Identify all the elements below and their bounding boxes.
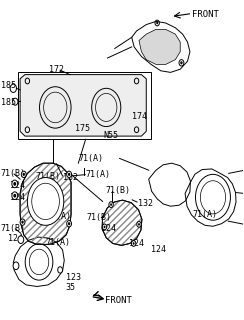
Polygon shape bbox=[20, 163, 71, 244]
Polygon shape bbox=[20, 75, 146, 136]
Circle shape bbox=[13, 194, 16, 197]
Text: 71(B): 71(B) bbox=[36, 172, 61, 181]
Circle shape bbox=[13, 182, 16, 186]
Text: 174: 174 bbox=[132, 112, 147, 121]
Circle shape bbox=[195, 174, 230, 220]
Circle shape bbox=[180, 61, 183, 64]
Polygon shape bbox=[139, 29, 180, 64]
Circle shape bbox=[13, 262, 19, 270]
Text: 185: 185 bbox=[1, 81, 16, 90]
Text: FRONT: FRONT bbox=[192, 10, 219, 19]
Circle shape bbox=[21, 171, 26, 178]
Text: 132: 132 bbox=[62, 173, 78, 182]
Polygon shape bbox=[102, 200, 142, 245]
Polygon shape bbox=[132, 21, 190, 72]
Circle shape bbox=[103, 226, 105, 228]
Circle shape bbox=[138, 223, 140, 226]
Circle shape bbox=[58, 267, 62, 273]
Circle shape bbox=[12, 180, 18, 188]
Text: 124: 124 bbox=[10, 193, 25, 202]
Text: 132: 132 bbox=[138, 198, 153, 207]
Text: 175: 175 bbox=[75, 124, 90, 133]
Circle shape bbox=[22, 173, 25, 176]
Text: N55: N55 bbox=[104, 131, 119, 140]
Text: 172: 172 bbox=[49, 65, 64, 74]
Text: 71(A): 71(A) bbox=[192, 210, 217, 219]
Circle shape bbox=[18, 236, 24, 244]
Text: 71(B): 71(B) bbox=[1, 169, 26, 178]
Text: 124: 124 bbox=[8, 234, 23, 243]
Circle shape bbox=[156, 22, 158, 24]
Circle shape bbox=[68, 173, 70, 176]
Circle shape bbox=[67, 220, 71, 227]
Text: 185: 185 bbox=[1, 98, 16, 107]
Circle shape bbox=[137, 221, 141, 227]
Circle shape bbox=[68, 222, 70, 225]
Circle shape bbox=[109, 202, 113, 207]
Text: 71(B): 71(B) bbox=[87, 213, 112, 222]
Text: 124: 124 bbox=[129, 239, 144, 248]
Text: 124: 124 bbox=[151, 245, 166, 254]
Text: 71(A): 71(A) bbox=[46, 212, 71, 221]
Text: 144: 144 bbox=[41, 199, 56, 208]
Text: 71(A): 71(A) bbox=[46, 238, 71, 247]
Text: 71(A): 71(A) bbox=[86, 170, 111, 179]
Text: FRONT: FRONT bbox=[105, 296, 132, 305]
Circle shape bbox=[20, 219, 25, 225]
Circle shape bbox=[67, 171, 71, 178]
Circle shape bbox=[132, 241, 136, 246]
Text: 71(B): 71(B) bbox=[105, 186, 130, 195]
Text: 124: 124 bbox=[10, 181, 25, 190]
Circle shape bbox=[110, 203, 112, 206]
Circle shape bbox=[25, 244, 53, 280]
Text: 71(B): 71(B) bbox=[1, 224, 26, 233]
Circle shape bbox=[102, 224, 107, 230]
Bar bbox=[18, 72, 151, 139]
Text: 35: 35 bbox=[65, 283, 75, 292]
Circle shape bbox=[21, 220, 24, 224]
Circle shape bbox=[133, 242, 135, 245]
Text: 123: 123 bbox=[66, 273, 81, 282]
Circle shape bbox=[12, 192, 18, 199]
Text: 124: 124 bbox=[101, 224, 116, 233]
Text: 71(A): 71(A) bbox=[78, 154, 103, 163]
Circle shape bbox=[27, 178, 64, 225]
